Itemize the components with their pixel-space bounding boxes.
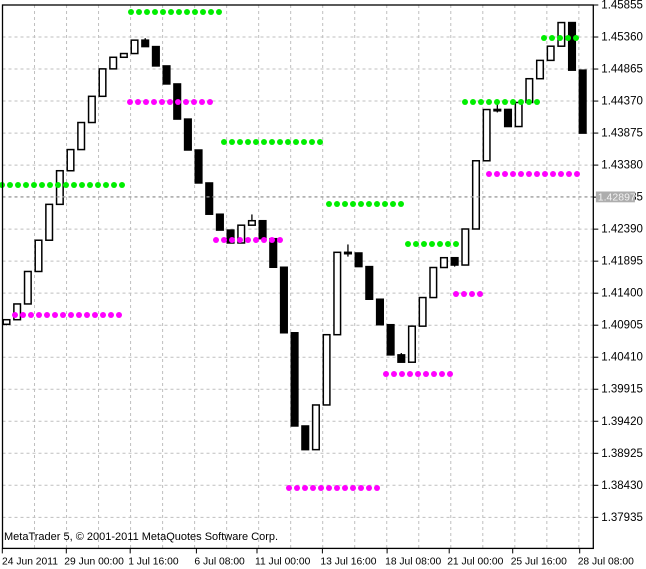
svg-text:1.43380: 1.43380 xyxy=(601,160,643,172)
svg-text:1.39915: 1.39915 xyxy=(601,384,643,396)
svg-text:1.45360: 1.45360 xyxy=(601,32,643,44)
svg-text:29 Jun 00:00: 29 Jun 00:00 xyxy=(64,556,124,567)
svg-text:1.41400: 1.41400 xyxy=(601,288,643,300)
svg-text:1.42390: 1.42390 xyxy=(601,224,643,236)
svg-text:1.40905: 1.40905 xyxy=(601,320,643,332)
svg-text:MetaTrader 5, © 2001-2011 Meta: MetaTrader 5, © 2001-2011 MetaQuotes Sof… xyxy=(4,531,278,543)
svg-text:1 Jul 16:00: 1 Jul 16:00 xyxy=(128,556,179,567)
svg-text:1.37935: 1.37935 xyxy=(601,512,643,524)
svg-text:6 Jul 08:00: 6 Jul 08:00 xyxy=(194,556,245,567)
svg-text:1.45855: 1.45855 xyxy=(601,0,643,12)
svg-text:1.38430: 1.38430 xyxy=(601,480,643,492)
svg-text:28 Jul 08:00: 28 Jul 08:00 xyxy=(578,556,634,567)
svg-text:24 Jun 2011: 24 Jun 2011 xyxy=(2,556,58,567)
svg-text:1.44865: 1.44865 xyxy=(601,64,643,76)
svg-text:25 Jul 16:00: 25 Jul 16:00 xyxy=(511,556,567,567)
svg-text:1.44370: 1.44370 xyxy=(601,96,643,108)
svg-text:1.40410: 1.40410 xyxy=(601,352,643,364)
svg-text:18 Jul 08:00: 18 Jul 08:00 xyxy=(385,556,441,567)
svg-text:1.39420: 1.39420 xyxy=(601,416,643,428)
svg-text:1.42897: 1.42897 xyxy=(598,192,636,204)
svg-text:1.43875: 1.43875 xyxy=(601,128,643,140)
svg-text:11 Jul 00:00: 11 Jul 00:00 xyxy=(255,556,311,567)
svg-text:1.41895: 1.41895 xyxy=(601,256,643,268)
svg-text:21 Jul 00:00: 21 Jul 00:00 xyxy=(447,556,503,567)
svg-text:13 Jul 16:00: 13 Jul 16:00 xyxy=(320,556,376,567)
svg-text:1.38925: 1.38925 xyxy=(601,448,643,460)
